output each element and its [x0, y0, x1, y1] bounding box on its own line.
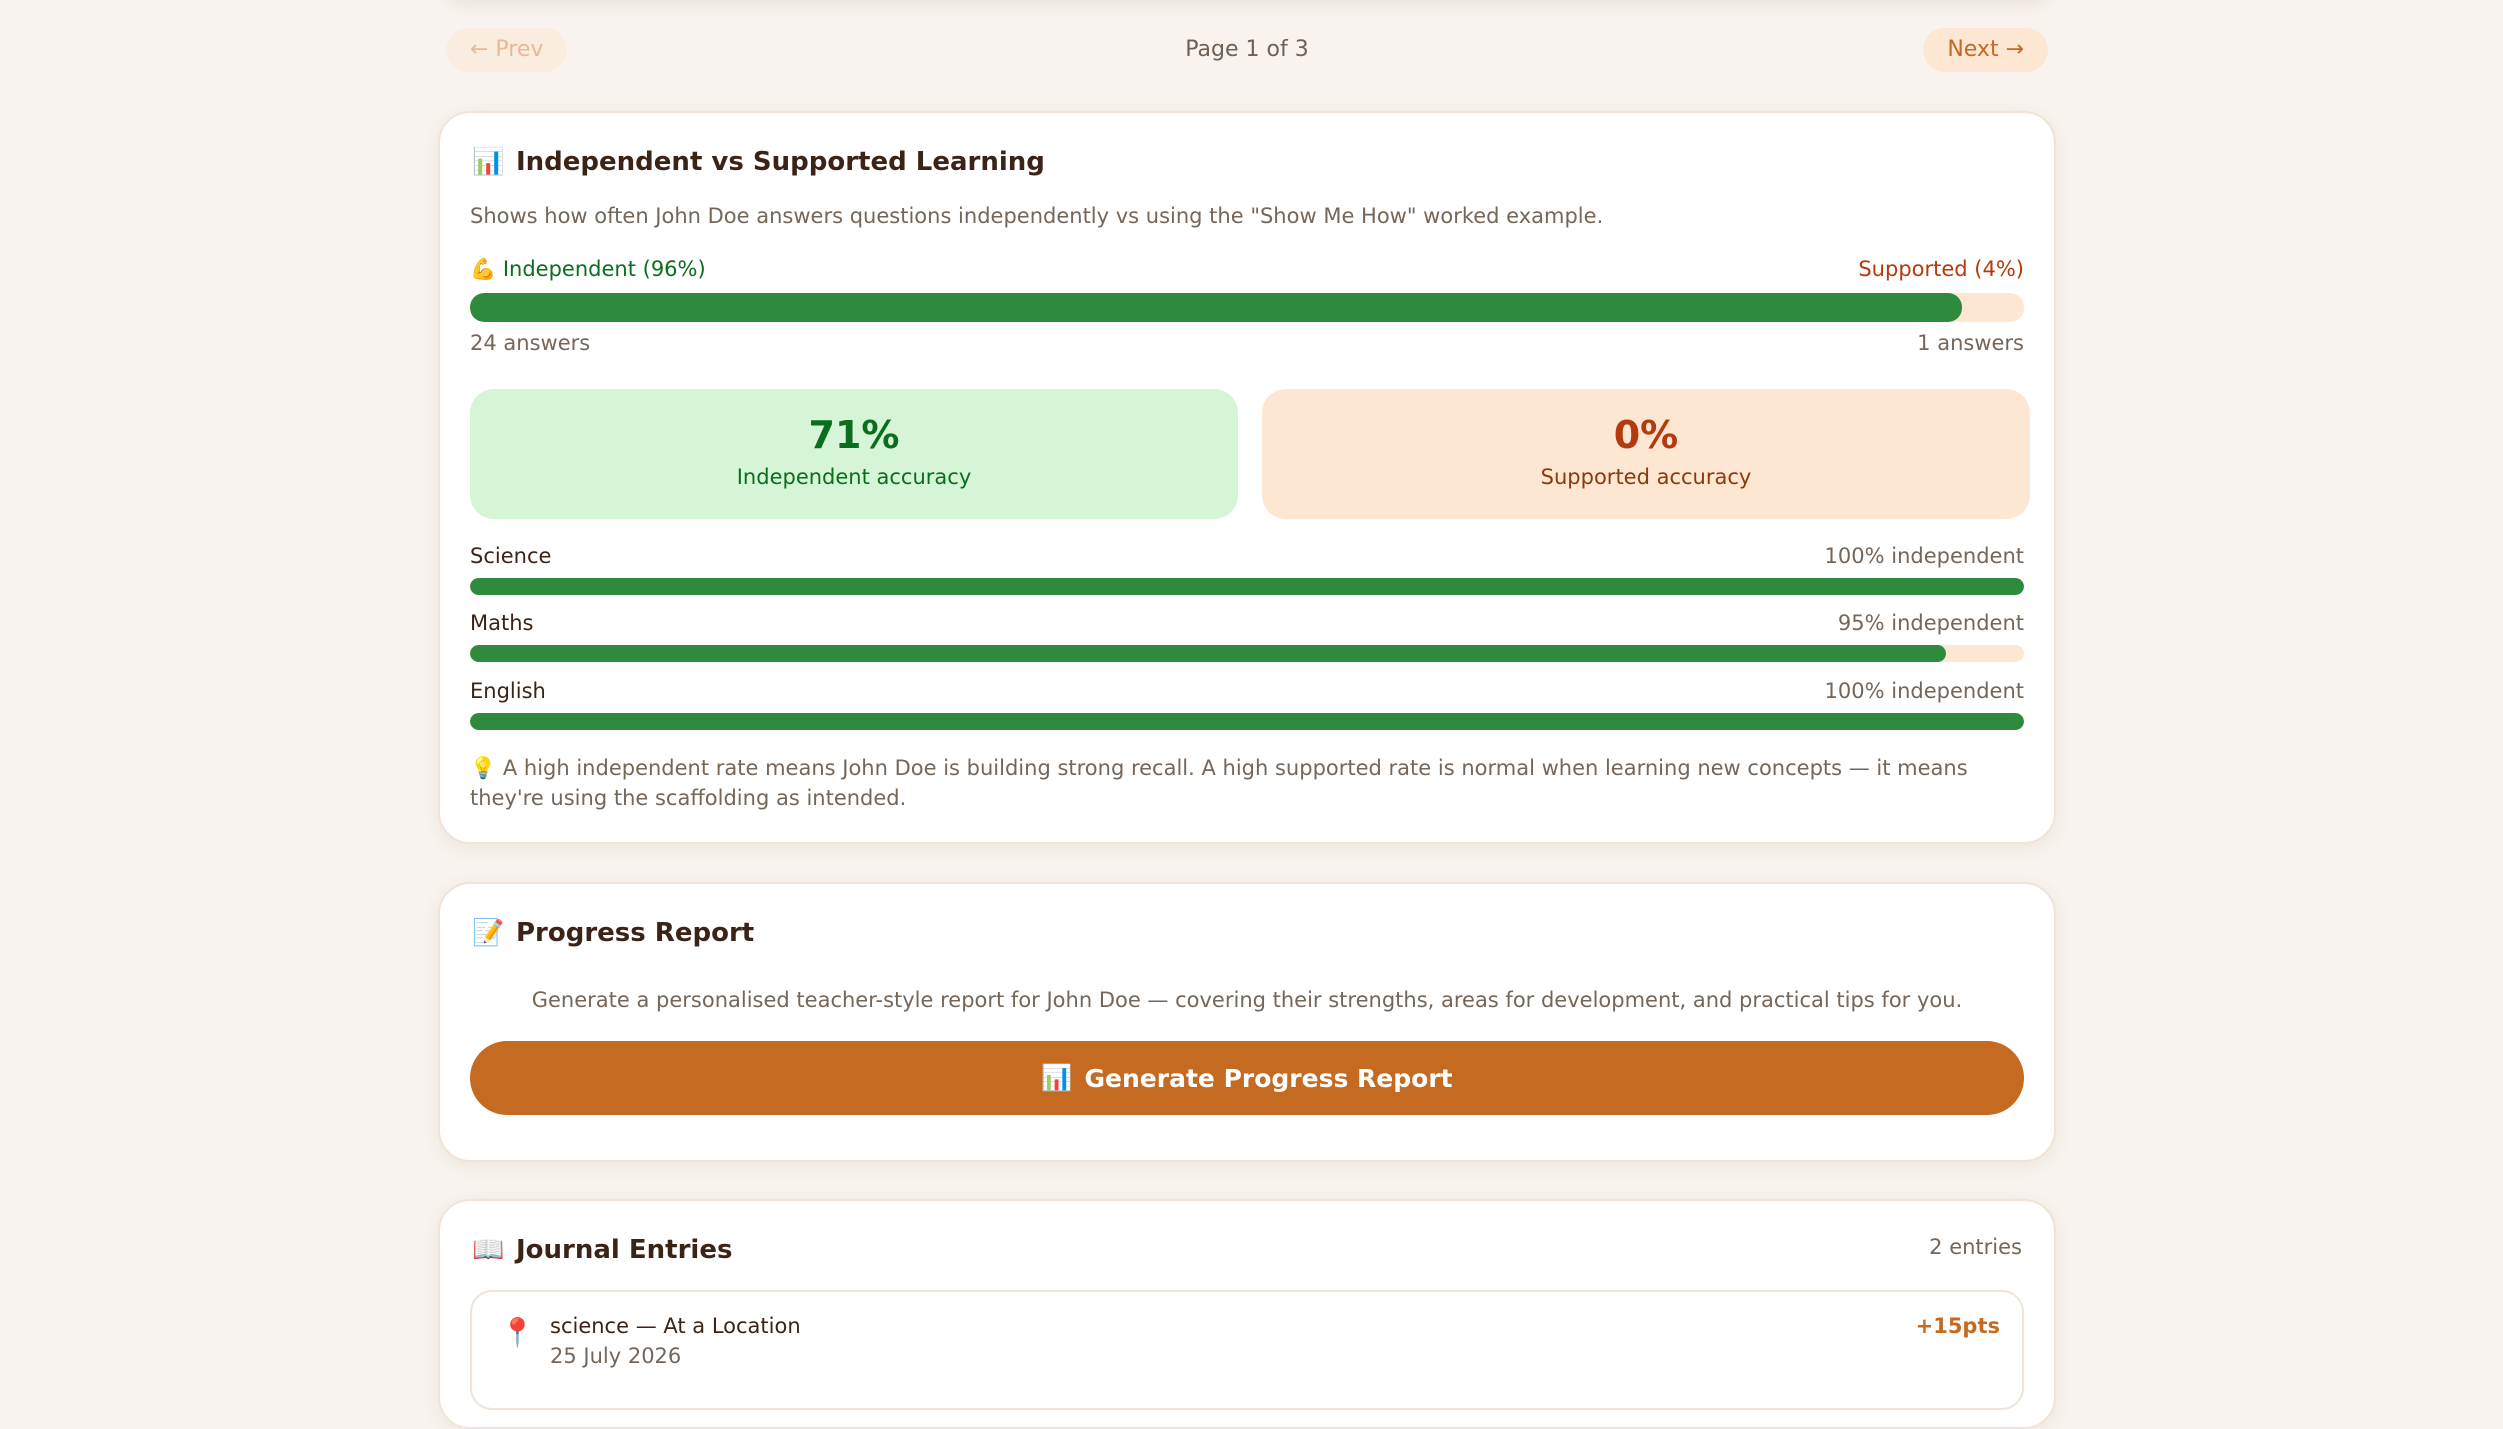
- subject-bar-fill: [470, 645, 1947, 662]
- page-indicator: Page 1 of 3: [1185, 37, 1309, 62]
- bar-chart-icon: 📊: [1041, 1063, 1073, 1092]
- open-book-icon: 📖: [472, 1235, 505, 1265]
- independence-card: 📊 Independent vs Supported Learning Show…: [438, 111, 2056, 844]
- journal-entry-points: +15pts: [1915, 1314, 2000, 1338]
- journal-entry-count: 2 entries: [1929, 1235, 2022, 1259]
- independent-accuracy-value: 71%: [808, 413, 900, 457]
- independence-description: Shows how often John Doe answers questio…: [470, 204, 1604, 228]
- independence-title: 📊 Independent vs Supported Learning: [472, 147, 1045, 177]
- supported-count: 1 answers: [1917, 331, 2024, 355]
- bar-chart-icon: 📊: [472, 147, 505, 177]
- independent-accuracy-caption: Independent accuracy: [736, 465, 972, 489]
- independent-accuracy-box: 71% Independent accuracy: [470, 389, 1238, 519]
- round-pushpin-icon: 📍: [500, 1316, 535, 1349]
- supported-label: Supported (4%): [1858, 257, 2024, 281]
- next-page-button[interactable]: Next →: [1923, 28, 2048, 72]
- independence-bar-fill: [470, 293, 1962, 322]
- independence-title-text: Independent vs Supported Learning: [516, 147, 1045, 177]
- progress-report-title-text: Progress Report: [516, 918, 755, 948]
- subject-name: Science: [470, 544, 552, 568]
- generate-report-button[interactable]: 📊 Generate Progress Report: [470, 1041, 2024, 1115]
- subject-bar-fill: [470, 578, 2024, 595]
- subject-bar: [470, 578, 2024, 595]
- supported-accuracy-box: 0% Supported accuracy: [1262, 389, 2030, 519]
- journal-title: 📖 Journal Entries: [472, 1235, 732, 1265]
- generate-report-label: Generate Progress Report: [1084, 1063, 1453, 1093]
- subject-pct: 100% independent: [1824, 679, 2024, 703]
- independence-bar: [470, 293, 2024, 322]
- subject-bar-fill: [470, 713, 2024, 730]
- independent-label-text: Independent (96%): [502, 257, 706, 281]
- tip-text: A high independent rate means John Doe i…: [470, 756, 1968, 810]
- journal-card: 📖 Journal Entries 2 entries 📍 science — …: [438, 1199, 2056, 1429]
- subject-name: Maths: [470, 611, 534, 635]
- progress-report-title: 📝 Progress Report: [472, 918, 754, 948]
- independent-count: 24 answers: [470, 331, 591, 355]
- progress-report-card: 📝 Progress Report Generate a personalise…: [438, 882, 2056, 1162]
- progress-report-description: Generate a personalised teacher-style re…: [531, 988, 1963, 1012]
- journal-entry-title: science — At a Location: [550, 1314, 801, 1338]
- subject-pct: 100% independent: [1824, 544, 2024, 568]
- journal-entry[interactable]: 📍 science — At a Location 25 July 2026 +…: [470, 1290, 2024, 1410]
- journal-title-text: Journal Entries: [516, 1235, 733, 1265]
- independence-tip: 💡 A high independent rate means John Doe…: [470, 753, 1994, 813]
- subject-name: English: [470, 679, 546, 703]
- journal-entry-date: 25 July 2026: [550, 1344, 682, 1368]
- memo-icon: 📝: [472, 918, 505, 948]
- prev-page-button[interactable]: ← Prev: [446, 28, 568, 72]
- supported-accuracy-value: 0%: [1613, 413, 1679, 457]
- subject-bar: [470, 645, 2024, 662]
- subject-pct: 95% independent: [1837, 611, 2024, 635]
- supported-accuracy-caption: Supported accuracy: [1540, 465, 1752, 489]
- independent-label: 💪 Independent (96%): [470, 257, 706, 282]
- lightbulb-icon: 💡: [470, 756, 497, 780]
- flexed-biceps-icon: 💪: [470, 257, 497, 281]
- pagination: ← Prev Page 1 of 3 Next →: [438, 0, 2056, 100]
- subject-bar: [470, 713, 2024, 730]
